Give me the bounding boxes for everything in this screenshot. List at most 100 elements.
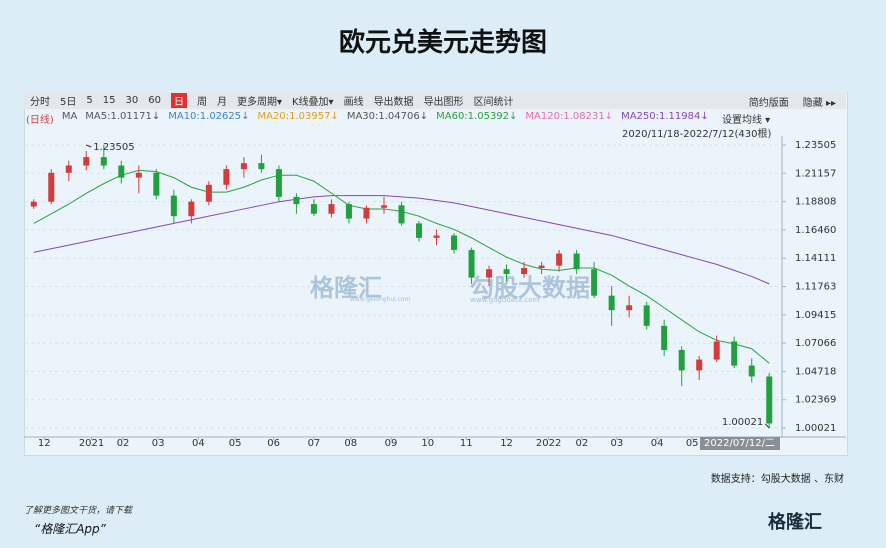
candle-body: [468, 249, 475, 278]
toolbar-item[interactable]: 导出图形: [423, 97, 464, 108]
ma-label: MA5:1.01171↓: [85, 111, 161, 122]
candle-body: [240, 163, 247, 170]
x-tick-label: 12: [500, 438, 513, 449]
footer-line1: 了解更多图文干货，请下载: [24, 506, 133, 516]
x-tick-label: 04: [651, 438, 664, 449]
candle-body: [503, 269, 510, 275]
toolbar-item[interactable]: 5日: [60, 97, 77, 108]
candle-body: [538, 265, 545, 268]
ma-label: MA20:1.03957↓: [257, 111, 339, 122]
candle-body: [275, 169, 282, 197]
annotation-label: 1.23505: [93, 142, 134, 153]
candle-body: [416, 223, 423, 238]
source: 数据支持：勾股大数据 、东财: [710, 474, 844, 485]
settings-label[interactable]: 设置均线 ▾: [722, 115, 771, 126]
watermark-brand: 格隆汇: [310, 274, 382, 302]
watermark-url: www.gelonghui.com: [350, 296, 411, 303]
candle-body: [170, 195, 177, 217]
y-tick-label: 1.16460: [795, 225, 836, 236]
candle-body: [258, 163, 265, 170]
y-tick-label: 1.23505: [795, 140, 836, 151]
y-tick-label: 1.18808: [795, 197, 836, 208]
toolbar-item[interactable]: 30: [125, 95, 139, 106]
toolbar-item[interactable]: 分时: [30, 97, 50, 108]
toolbar-item[interactable]: 画线: [343, 97, 364, 108]
toolbar-item[interactable]: 周: [196, 97, 207, 108]
x-tick-label: 05: [229, 438, 242, 449]
ma-label: MA250:1.11984↓: [621, 111, 709, 122]
y-tick-label: 1.09415: [795, 310, 836, 321]
candle-body: [65, 165, 72, 173]
toolbar-item[interactable]: 隐藏 ▸▸: [802, 98, 836, 109]
toolbar-item[interactable]: 简约版面: [748, 98, 789, 109]
y-tick-label: 1.02369: [795, 395, 836, 406]
toolbar-item[interactable]: K线叠加▾: [291, 97, 334, 108]
toolbar-item[interactable]: 导出数据: [373, 97, 414, 108]
toolbar-right: 简约版面 隐藏 ▸▸: [749, 94, 836, 109]
candle-body: [153, 172, 160, 196]
candle-body: [731, 341, 738, 366]
candle-body: [205, 184, 212, 202]
candle-body: [643, 305, 650, 326]
toolbar-item[interactable]: 日: [170, 93, 187, 108]
candle-body: [83, 157, 90, 166]
candle-body: [591, 269, 598, 296]
candle-body: [748, 365, 755, 377]
candle-body: [135, 172, 142, 178]
candle-body: [713, 341, 720, 360]
candle-body: [293, 196, 300, 205]
ma-label: MA: [61, 111, 78, 122]
candle-body: [451, 235, 458, 250]
toolbar-item[interactable]: 月: [216, 97, 227, 108]
ma-line: [33, 169, 770, 364]
candle-body: [661, 325, 668, 350]
candle-body: [380, 205, 387, 208]
y-tick-label: 1.00021: [795, 423, 836, 434]
footer-line2: “格隆汇App”: [34, 522, 106, 536]
range-label: 2020/11/18-2022/7/12(430根): [622, 129, 772, 140]
x-tick-label: 2022: [536, 438, 561, 449]
y-tick-label: 1.04718: [795, 366, 836, 377]
candle-body: [345, 204, 352, 219]
candle-body: [30, 201, 37, 207]
y-tick-label: 1.07066: [795, 338, 836, 349]
x-tick-label: 09: [385, 438, 398, 449]
toolbar-item[interactable]: 60: [148, 95, 161, 106]
annotation-label: 1.00021: [722, 417, 763, 428]
candle-body: [310, 204, 317, 214]
x-tick-label: 07: [308, 438, 321, 449]
x-tick-label: 03: [152, 438, 165, 449]
toolbar-item[interactable]: 5: [86, 95, 93, 106]
x-tick-label: 2021: [79, 438, 104, 449]
footer-logo: 格隆汇: [768, 512, 822, 533]
ma-label: MA60:1.05392↓: [436, 111, 518, 122]
toolbar-item[interactable]: 区间统计: [473, 97, 514, 108]
x-tick-label: 04: [192, 438, 205, 449]
cursor-label: 2022/07/12/二: [704, 438, 775, 449]
candle-body: [626, 305, 633, 311]
chart-panel: [24, 92, 848, 456]
toolbar: 分时 5日 5 15 30 60 日周月更多周期▾ K线叠加▾ 画线 导出数据 导出图形 区间统计: [24, 92, 846, 109]
x-tick-label: 02: [117, 438, 130, 449]
toolbar-item[interactable]: 更多周期▾: [236, 97, 282, 108]
candle-body: [766, 376, 773, 424]
title: 欧元兑美元走势图: [338, 28, 547, 58]
ma-label: (日线): [26, 115, 54, 126]
candle-body: [398, 205, 405, 224]
y-tick-label: 1.14111: [795, 253, 836, 264]
x-tick-label: 02: [576, 438, 589, 449]
candle-body: [433, 235, 440, 238]
toolbar-item[interactable]: 15: [102, 95, 116, 106]
candle-body: [328, 204, 335, 214]
candle-body: [696, 359, 703, 371]
x-tick-label: 12: [38, 438, 51, 449]
candle-body: [521, 267, 528, 275]
x-tick-label: 08: [344, 438, 357, 449]
annotation-pointer: [764, 423, 770, 429]
ma-line: [33, 195, 770, 285]
x-tick-label: 06: [267, 438, 280, 449]
candle-body: [678, 349, 685, 371]
ma-legend: (日线) MA MA5:1.01171↓ MA10:1.02625↓ MA20:1.03…: [26, 111, 709, 126]
